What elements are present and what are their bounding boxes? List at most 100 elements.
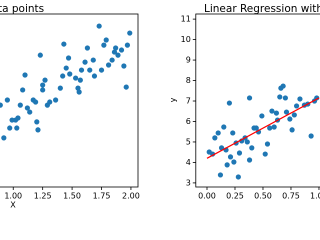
chart-title: ta points <box>0 3 44 15</box>
y-axis-label: y <box>169 97 178 102</box>
x-tick-label: 1.00 <box>4 192 22 201</box>
x-axis-label: X <box>10 201 16 210</box>
data-point <box>0 102 3 108</box>
data-point <box>73 75 79 81</box>
x-tick-label: 0.75 <box>282 192 300 201</box>
data-point <box>20 87 26 93</box>
data-point <box>246 95 253 101</box>
data-point <box>40 87 46 93</box>
page: ta points X Linear Regression with Co y … <box>0 3 320 210</box>
y-tick-label: 9 <box>186 56 191 65</box>
data-point <box>78 67 85 73</box>
x-tick-label: 0.25 <box>226 192 244 201</box>
data-point <box>271 124 277 130</box>
data-point <box>221 124 227 130</box>
data-point <box>109 57 115 63</box>
data-point <box>105 62 112 68</box>
data-point <box>121 63 127 69</box>
data-point <box>14 125 20 131</box>
data-point <box>63 65 69 71</box>
data-point <box>308 133 314 139</box>
data-point <box>33 99 39 105</box>
data-point <box>98 67 105 73</box>
data-point <box>4 97 10 103</box>
data-point <box>101 42 107 48</box>
data-point <box>17 102 23 108</box>
y-tick-label: 10 <box>181 35 191 44</box>
data-point <box>87 67 93 73</box>
data-point <box>123 84 129 90</box>
data-point <box>15 115 21 121</box>
data-point <box>42 77 48 83</box>
data-point <box>1 135 7 141</box>
data-point <box>277 94 283 100</box>
data-point <box>224 162 230 168</box>
data-point <box>227 154 234 160</box>
data-point <box>226 100 232 106</box>
data-point <box>253 125 259 131</box>
figure: ta points X Linear Regression with Co y … <box>0 3 320 210</box>
data-point <box>118 47 125 53</box>
data-point <box>287 116 293 122</box>
y-tick-label: 4 <box>186 158 191 167</box>
data-point <box>115 52 121 58</box>
data-point <box>212 135 218 141</box>
data-point <box>57 85 63 91</box>
data-point <box>77 77 83 83</box>
data-point <box>67 71 73 77</box>
data-point <box>124 42 131 48</box>
x-tick-label: 0.50 <box>254 192 272 201</box>
y-tick-label: 3 <box>186 178 191 187</box>
data-point <box>103 37 109 43</box>
x-tick-label: 0.00 <box>198 192 216 201</box>
data-point <box>61 41 67 47</box>
y-tick-label: 7 <box>186 97 191 106</box>
data-point <box>37 52 43 58</box>
plot-frame <box>0 13 139 188</box>
data-point <box>127 30 133 36</box>
data-point <box>40 82 46 88</box>
data-point <box>236 150 243 156</box>
data-point <box>217 172 224 178</box>
data-point <box>24 105 30 111</box>
data-point <box>53 97 59 103</box>
data-point <box>90 57 96 63</box>
x-tick-label: 2.00 <box>122 192 140 201</box>
data-point <box>60 73 66 79</box>
data-point <box>7 125 13 131</box>
regression-line <box>206 97 320 159</box>
data-point <box>267 125 273 131</box>
data-point <box>291 112 297 118</box>
data-point <box>264 141 271 147</box>
data-point <box>65 55 72 61</box>
x-tick-label: 1.50 <box>63 192 81 201</box>
x-tick-label: 1.25 <box>34 192 52 201</box>
data-point <box>96 23 102 29</box>
data-point <box>215 130 221 136</box>
data-point <box>269 108 275 114</box>
y-tick-label: 8 <box>186 76 191 85</box>
data-point <box>246 157 253 163</box>
data-point <box>235 174 241 180</box>
data-point <box>282 95 288 101</box>
data-point <box>280 83 286 89</box>
data-point <box>27 109 33 115</box>
y-tick-label: 6 <box>186 117 191 126</box>
data-point <box>289 127 295 133</box>
data-point <box>231 159 237 165</box>
y-tick-label: 5 <box>186 137 191 146</box>
data-point <box>262 151 268 157</box>
x-tick-label: 1.75 <box>93 192 111 201</box>
data-point <box>259 113 265 119</box>
data-point <box>76 89 82 95</box>
data-point <box>297 96 303 102</box>
y-tick-label: 11 <box>181 15 191 24</box>
data-point <box>22 72 28 78</box>
data-point <box>113 45 119 51</box>
data-point <box>82 59 88 65</box>
plot-frame <box>195 13 320 188</box>
data-point <box>47 99 53 105</box>
data-point <box>35 127 41 133</box>
data-point <box>111 49 118 55</box>
x-tick-label: 1.00 <box>310 192 320 201</box>
